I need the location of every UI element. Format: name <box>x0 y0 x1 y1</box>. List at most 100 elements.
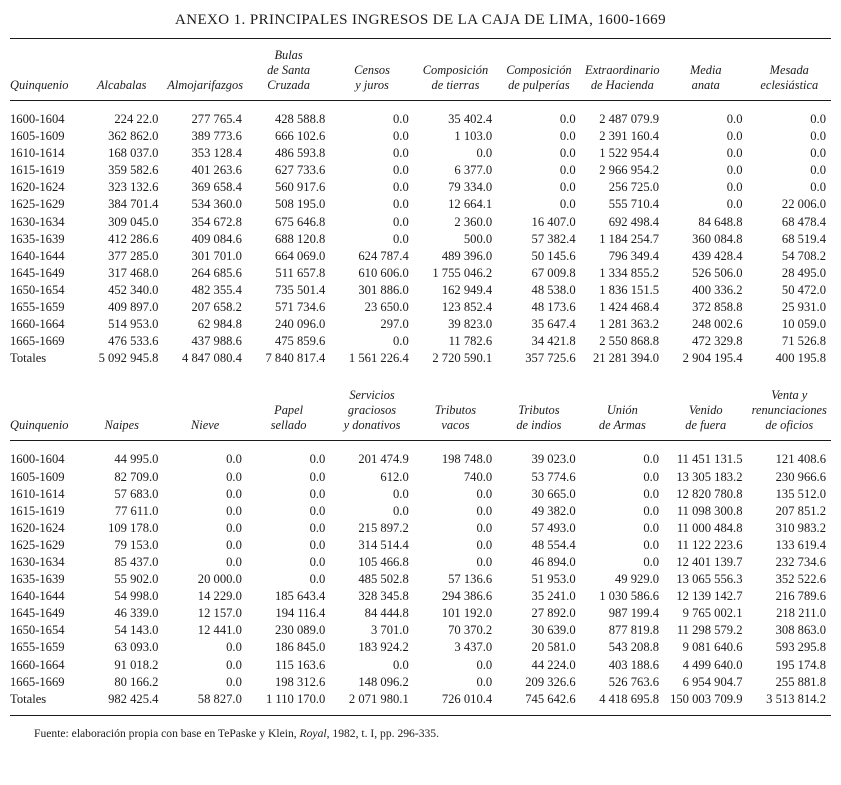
cell-value: 48 173.6 <box>531 300 576 315</box>
cell-value: 14 229.0 <box>197 589 242 604</box>
cell-value: 0.0 <box>726 197 743 212</box>
cell-value: 12 664.1 <box>448 197 493 212</box>
cell-value: 526 763.6 <box>608 674 660 689</box>
cell-value: 216 789.6 <box>775 589 826 604</box>
cell-value: 740.0 <box>463 469 493 484</box>
table-row: 1655-1659 409 897.0 207 658.2 571 734.6 23 6… <box>10 299 831 316</box>
cell-value: 1 755 046.2 <box>432 265 493 280</box>
cell-value: 11 000 484.8 <box>676 520 743 535</box>
row-label: 1625-1629 <box>10 197 65 212</box>
cell-value: 77 611.0 <box>114 503 159 518</box>
table-row: 1645-1649 317 468.0 264 685.6 511 657.8 610 … <box>10 265 831 282</box>
cell-value: 877 819.8 <box>608 623 660 638</box>
cell-value: 0.0 <box>226 674 242 689</box>
cell-value: 240 096.0 <box>274 317 326 332</box>
cell-value: 1 836 151.5 <box>599 282 660 297</box>
cell-value: 12 441.0 <box>197 623 242 638</box>
cell-value: 0.0 <box>393 334 409 349</box>
cell-value: 0.0 <box>309 469 326 484</box>
row-label: 1635-1639 <box>10 231 65 246</box>
cell-value: 3 437.0 <box>454 640 493 655</box>
quinquenio-column-header: Quinquenio <box>10 39 80 101</box>
cell-value: 0.0 <box>476 554 493 569</box>
cell-value: 0.0 <box>226 640 242 655</box>
cell-value: 1 184 254.7 <box>599 231 660 246</box>
cell-value: 48 554.4 <box>531 537 576 552</box>
cell-value: 0.0 <box>309 554 326 569</box>
cell-value: 150 003 709.9 <box>670 691 743 706</box>
source-footnote: Fuente: elaboración propia con base en T… <box>10 716 831 740</box>
cell-value: 0.0 <box>309 486 326 501</box>
cell-value: 121 408.6 <box>775 452 826 467</box>
table-row: 1615-1619 77 611.0 0.0 0.0 0.0 0.0 49 382.0 0.0… <box>10 503 831 520</box>
cell-value: 55 902.0 <box>114 572 159 587</box>
row-label: 1655-1659 <box>10 640 65 655</box>
table-row: 1650-1654 54 143.0 12 441.0 230 089.0 3 701.… <box>10 622 831 639</box>
cell-value: 314 514.4 <box>358 537 409 552</box>
cell-value: 560 917.6 <box>274 180 326 195</box>
row-label: 1665-1669 <box>10 674 65 689</box>
cell-value: 58 827.0 <box>197 691 242 706</box>
cell-value: 1 281 363.2 <box>599 317 660 332</box>
cell-value: 0.0 <box>726 146 743 161</box>
cell-value: 0.0 <box>559 112 576 126</box>
cell-value: 224 22.0 <box>114 112 159 126</box>
cell-value: 735 501.4 <box>274 282 326 297</box>
cell-value: 403 188.6 <box>608 657 660 672</box>
cell-value: 44 995.0 <box>114 452 159 467</box>
column-header: Mesada eclesiástica <box>747 39 831 101</box>
cell-value: 0.0 <box>559 163 576 178</box>
cell-value: 511 657.8 <box>275 265 326 280</box>
cell-value: 39 823.0 <box>448 317 493 332</box>
cell-value: 508 195.0 <box>274 197 326 212</box>
cell-value: 9 765 002.1 <box>682 606 743 621</box>
cell-value: 21 281 394.0 <box>592 351 660 366</box>
table-row: 1620-1624 109 178.0 0.0 0.0 215 897.2 0.0 57 4… <box>10 520 831 537</box>
cell-value: 68 519.4 <box>781 231 826 246</box>
cell-value: 309 045.0 <box>108 214 159 229</box>
cell-value: 0.0 <box>559 197 576 212</box>
header-row: Quinquenio Alcabalas Almojarifazgos Bulas de… <box>10 39 831 101</box>
cell-value: 256 725.0 <box>608 180 660 195</box>
cell-value: 101 192.0 <box>441 606 493 621</box>
cell-value: 1 030 586.6 <box>599 589 660 604</box>
cell-value: 195 174.8 <box>775 657 826 672</box>
cell-value: 109 178.0 <box>108 520 159 535</box>
row-label: 1660-1664 <box>10 657 65 672</box>
cell-value: 412 286.6 <box>108 231 159 246</box>
table-row: 1655-1659 63 093.0 0.0 186 845.0 183 924.2 3 … <box>10 639 831 656</box>
cell-value: 12 139 142.7 <box>676 589 743 604</box>
cell-value: 49 382.0 <box>531 503 576 518</box>
cell-value: 624 787.4 <box>358 248 409 263</box>
table-row: 1665-1669 80 166.2 0.0 198 312.6 148 096.2 0.… <box>10 674 831 691</box>
cell-value: 28 495.0 <box>781 265 826 280</box>
cell-value: 1 334 855.2 <box>599 265 660 280</box>
cell-value: 48 538.0 <box>531 282 576 297</box>
cell-value: 11 122 223.6 <box>676 537 743 552</box>
column-header: Unión de Armas <box>580 379 665 442</box>
cell-value: 123 852.4 <box>441 300 493 315</box>
cell-value: 0.0 <box>476 520 493 535</box>
table-row: 1635-1639 55 902.0 20 000.0 0.0 485 502.8 57 … <box>10 571 831 588</box>
cell-value: 489 396.0 <box>441 248 493 263</box>
cell-value: 0.0 <box>393 163 409 178</box>
cell-value: 34 421.8 <box>531 334 576 349</box>
cell-value: 0.0 <box>643 554 660 569</box>
cell-value: 16 407.0 <box>531 214 576 229</box>
table-row: 1640-1644 377 285.0 301 701.0 664 069.0 624 … <box>10 248 831 265</box>
cell-value: 354 672.8 <box>191 214 242 229</box>
cell-value: 11 782.6 <box>448 334 493 349</box>
row-label: 1605-1609 <box>10 129 65 144</box>
column-header: Tributos vacos <box>413 379 498 442</box>
cell-value: 82 709.0 <box>114 469 159 484</box>
table-body: 1600-1604 44 995.0 0.0 0.0 201 474.9 198 748.… <box>10 441 831 708</box>
table-row: 1615-1619 359 582.6 401 263.6 627 733.6 0.0 6… <box>10 162 831 179</box>
cell-value: 543 208.8 <box>608 640 660 655</box>
row-label: 1605-1609 <box>10 469 65 484</box>
cell-value: 57 136.6 <box>448 572 493 587</box>
cell-value: 13 065 556.3 <box>676 572 743 587</box>
cell-value: 185 643.4 <box>274 589 326 604</box>
cell-value: 0.0 <box>726 163 743 178</box>
column-header: Almojarifazgos <box>163 39 247 101</box>
cell-value: 0.0 <box>393 231 409 246</box>
